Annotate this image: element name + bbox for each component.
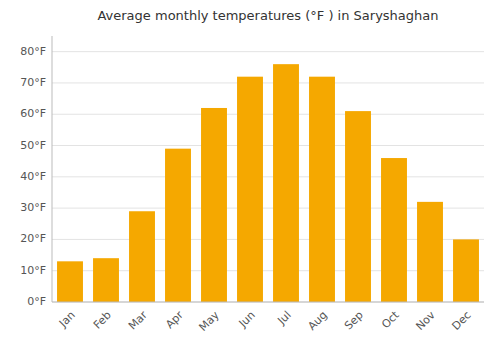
x-tick-label: Sep bbox=[342, 309, 366, 333]
y-tick-label: 70°F bbox=[20, 76, 46, 89]
bar bbox=[381, 158, 407, 302]
bar bbox=[129, 211, 155, 302]
bar bbox=[273, 64, 299, 302]
x-tick-label: Jan bbox=[56, 309, 78, 331]
x-tick-label: Aug bbox=[305, 309, 329, 333]
grid-line bbox=[52, 114, 484, 115]
y-ticks: 0°F 10°F 20°F 30°F 40°F 50°F 60°F 70°F 80°F bbox=[20, 45, 46, 308]
y-tick-label: 0°F bbox=[27, 295, 46, 308]
x-tick-label: Feb bbox=[91, 309, 114, 332]
x-tick-label: Apr bbox=[163, 308, 186, 331]
chart-container: 0°F 10°F 20°F 30°F 40°F 50°F 60°F 70°F 80°F Jan Fe… bbox=[0, 0, 500, 350]
y-axis-line bbox=[52, 36, 53, 302]
x-tick-label: Nov bbox=[413, 308, 438, 333]
x-tick-label: Dec bbox=[450, 309, 474, 333]
x-ticks: Jan Feb Mar Apr May Jun Jul Aug Sep Oct Nov Dec bbox=[56, 308, 474, 334]
bar bbox=[417, 202, 443, 302]
bar bbox=[57, 261, 83, 302]
x-tick-label: Jul bbox=[274, 309, 293, 328]
y-tick-label: 40°F bbox=[20, 170, 46, 183]
y-tick-label: 20°F bbox=[20, 232, 46, 245]
bar bbox=[453, 239, 479, 302]
bars bbox=[57, 64, 479, 302]
grid-line bbox=[52, 302, 484, 303]
grid-line bbox=[52, 176, 484, 177]
bar bbox=[309, 77, 335, 302]
grid-line bbox=[52, 82, 484, 83]
y-tick-label: 80°F bbox=[20, 45, 46, 58]
bar bbox=[93, 258, 119, 302]
y-tick-label: 30°F bbox=[20, 201, 46, 214]
grid bbox=[52, 52, 484, 302]
bar bbox=[237, 77, 263, 302]
x-tick-label: Oct bbox=[379, 308, 402, 331]
y-tick-label: 50°F bbox=[20, 139, 46, 152]
bar bbox=[345, 111, 371, 302]
x-tick-label: Jun bbox=[236, 309, 258, 331]
y-tick-label: 10°F bbox=[20, 264, 46, 277]
bar bbox=[201, 108, 227, 302]
x-tick-label: May bbox=[196, 308, 222, 334]
grid-line bbox=[52, 51, 484, 52]
x-axis-line bbox=[52, 302, 484, 303]
bar bbox=[165, 149, 191, 302]
title: Average monthly temperatures (°F ) in Sa… bbox=[97, 8, 438, 23]
x-tick-label: Mar bbox=[126, 308, 150, 332]
grid-line bbox=[52, 145, 484, 146]
chart: 0°F 10°F 20°F 30°F 40°F 50°F 60°F 70°F 80°F Jan Fe… bbox=[0, 0, 500, 350]
y-tick-label: 60°F bbox=[20, 107, 46, 120]
